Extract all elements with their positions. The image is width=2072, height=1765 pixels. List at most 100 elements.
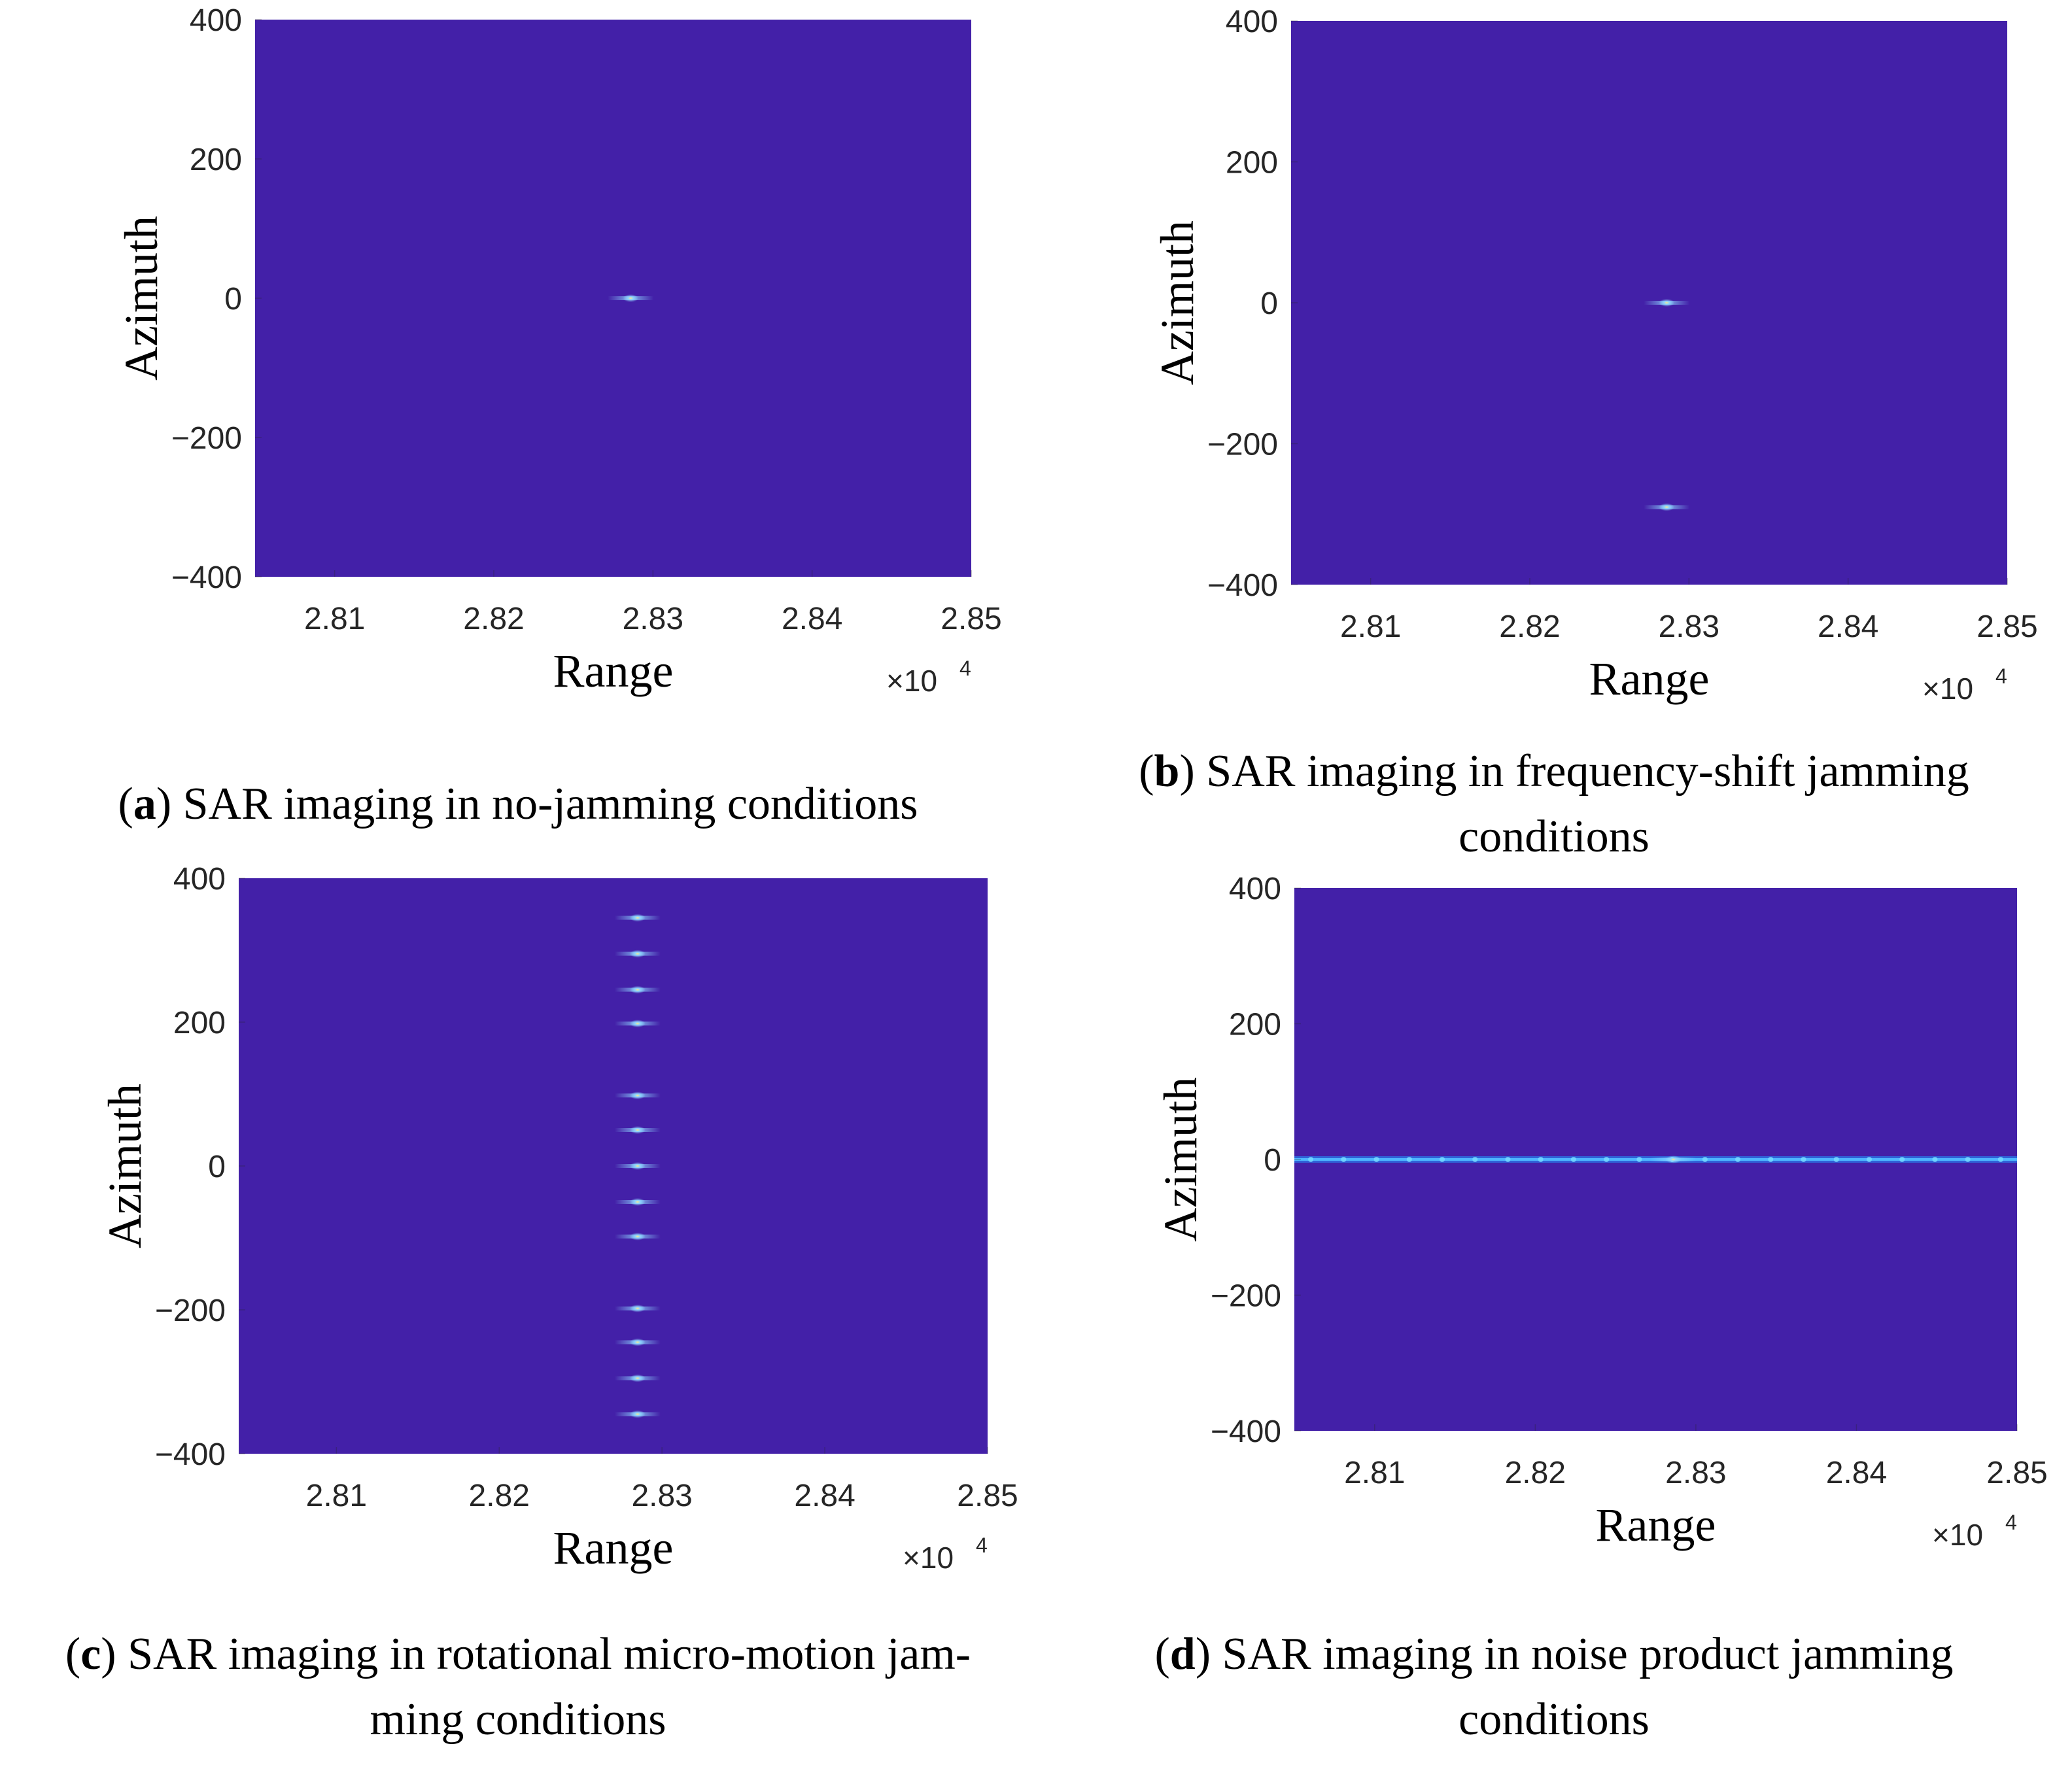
x-axis-label: Range [1589, 653, 1710, 705]
x-multiplier: ×10 [903, 1541, 954, 1575]
y-tick-label: −400 [171, 560, 242, 595]
panel-d: 400 200 0 −200 −400 2.81 2.82 2.83 2.84 2.85 Range… [1036, 863, 2072, 1746]
noise-speckle [1965, 1157, 1971, 1162]
x-tick-label: 2.85 [1977, 609, 2037, 644]
y-axis-label: Azimuth [1154, 1077, 1207, 1242]
y-axis-label: Azimuth [1151, 220, 1203, 385]
noise-speckle [1440, 1157, 1445, 1162]
point-target [1659, 503, 1675, 511]
panel-a: 400 200 0 −200 −400 2.81 2.82 2.83 2.84 2.85 Range… [0, 0, 1036, 883]
chart: 400 200 0 −200 −400 2.81 2.82 2.83 2.84 2.85 Range… [99, 862, 1018, 1575]
x-tick-label: 2.85 [1986, 1456, 2047, 1490]
y-tick-label: 400 [1229, 872, 1281, 906]
y-tick-label: 0 [1260, 286, 1278, 321]
point-target [629, 1410, 646, 1418]
x-tick-label: 2.84 [1818, 609, 1878, 644]
x-tick-label: 2.81 [304, 602, 365, 636]
caption-letter: d [1169, 1629, 1196, 1679]
noise-speckle [1833, 1157, 1839, 1162]
x-multiplier-exponent: 4 [1995, 664, 2007, 688]
x-multiplier-exponent: 4 [2005, 1511, 2017, 1534]
x-axis-label: Range [553, 645, 674, 697]
point-target [1659, 299, 1675, 307]
point-target [629, 1338, 646, 1346]
caption-letter: c [80, 1629, 101, 1679]
x-tick-label: 2.84 [794, 1479, 855, 1513]
panel-b: 400 200 0 −200 −400 2.81 2.82 2.83 2.84 2.85 Range… [1036, 0, 2072, 883]
caption: (c) SAR imaging in rotational micro-moti… [65, 1629, 971, 1745]
caption-letter: a [133, 779, 156, 829]
noise-speckle [1472, 1157, 1478, 1162]
point-target [629, 1304, 646, 1312]
panel-c: 400 200 0 −200 −400 2.81 2.82 2.83 2.84 2.85 Range… [0, 862, 1036, 1746]
x-multiplier: ×10 [886, 664, 937, 698]
point-target [629, 914, 646, 922]
x-multiplier: ×10 [1922, 672, 1973, 706]
caption: (b) SAR imaging in frequency-shift jammi… [1139, 746, 1969, 862]
point-target [629, 985, 646, 994]
y-tick-label: −200 [1207, 428, 1278, 462]
x-axis-label: Range [1596, 1499, 1716, 1551]
point-target [629, 1374, 646, 1382]
caption-line-1: ) SAR imaging in no-jamming conditions [156, 779, 918, 829]
y-tick-label: −400 [155, 1437, 226, 1472]
caption-letter: b [1154, 746, 1180, 797]
y-axis-label: Azimuth [99, 1084, 151, 1248]
point-target [629, 1198, 646, 1206]
x-tick-label: 2.82 [469, 1479, 530, 1513]
x-tick-label: 2.83 [1659, 609, 1719, 644]
y-tick-label: 400 [190, 3, 242, 38]
noise-speckle [1636, 1157, 1642, 1162]
noise-speckle [1406, 1157, 1412, 1162]
noise-speckle [1373, 1157, 1379, 1162]
noise-speckle [1932, 1157, 1938, 1162]
noise-speckle [1801, 1157, 1806, 1162]
caption: (d) SAR imaging in noise product jamming… [1154, 1629, 1954, 1745]
x-tick-label: 2.81 [1340, 609, 1401, 644]
y-tick-label: 0 [1264, 1143, 1281, 1178]
noise-speckle [1604, 1157, 1610, 1162]
y-axis-label: Azimuth [115, 216, 167, 381]
noise-speckle [1505, 1157, 1511, 1162]
caption-line-2: ming conditions [370, 1694, 666, 1745]
noise-speckle [1702, 1157, 1708, 1162]
y-tick-label: −200 [155, 1294, 226, 1328]
y-tick-label: −200 [171, 421, 242, 456]
noise-speckle [1341, 1157, 1347, 1162]
x-tick-label: 2.82 [463, 602, 524, 636]
x-tick-label: 2.83 [1665, 1456, 1726, 1490]
caption: (a) SAR imaging in no-jamming conditions [118, 779, 918, 829]
chart: 400 200 0 −200 −400 2.81 2.82 2.83 2.84 2.85 Range… [115, 3, 1002, 698]
point-target [629, 1232, 646, 1241]
x-multiplier-exponent: 4 [976, 1534, 988, 1557]
y-tick-label: 0 [224, 282, 242, 317]
noise-speckle [1308, 1157, 1314, 1162]
caption-line-1: ) SAR imaging in frequency-shift jamming [1179, 746, 1969, 797]
y-tick-label: 200 [1229, 1008, 1281, 1042]
caption-line-1: ) SAR imaging in noise product jamming [1195, 1629, 1954, 1679]
x-tick-label: 2.83 [631, 1479, 692, 1513]
y-tick-label: 0 [208, 1150, 226, 1184]
noise-speckle [1735, 1157, 1741, 1162]
point-target [623, 294, 639, 302]
point-target [629, 1126, 646, 1134]
noise-speckle [1768, 1157, 1774, 1162]
y-tick-label: −400 [1211, 1414, 1281, 1449]
y-tick-label: 400 [173, 862, 226, 897]
chart: 400 200 0 −200 −400 2.81 2.82 2.83 2.84 2.85 Range… [1151, 5, 2038, 706]
x-tick-label: 2.84 [1826, 1456, 1887, 1490]
y-tick-label: 200 [173, 1006, 226, 1040]
y-tick-label: −200 [1211, 1279, 1281, 1314]
noise-speckle [1538, 1157, 1544, 1162]
chart: 400 200 0 −200 −400 2.81 2.82 2.83 2.84 2.85 Range… [1154, 872, 2048, 1552]
point-target [629, 1091, 646, 1100]
x-tick-label: 2.85 [941, 602, 1001, 636]
caption-line-2: conditions [1459, 1694, 1649, 1745]
x-multiplier-exponent: 4 [959, 657, 971, 680]
plot-area [239, 878, 988, 1454]
x-tick-label: 2.82 [1499, 609, 1560, 644]
caption-line-1: ) SAR imaging in rotational micro-motion… [101, 1629, 971, 1679]
noise-speckle [1570, 1157, 1576, 1162]
caption-line-2: conditions [1459, 812, 1649, 862]
noise-speckle [1866, 1157, 1872, 1162]
